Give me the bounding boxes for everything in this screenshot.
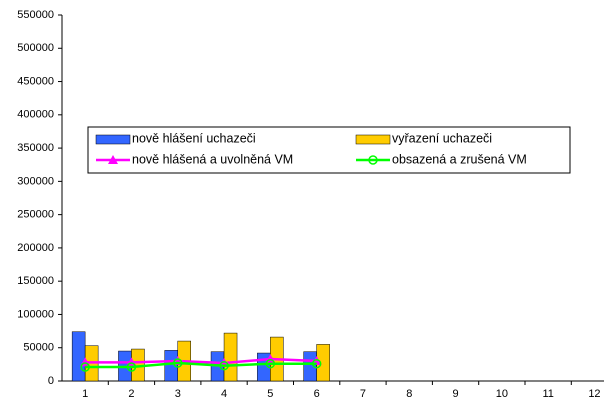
marker <box>368 155 378 165</box>
y-tick-label: 400000 <box>17 109 54 121</box>
marker <box>126 362 137 372</box>
x-tick-label: 10 <box>496 388 508 400</box>
line <box>85 361 317 369</box>
x-tick-label: 5 <box>267 388 273 400</box>
x-tick-label: 6 <box>314 388 320 400</box>
y-tick-label: 350000 <box>17 142 54 154</box>
marker <box>265 358 276 369</box>
y-tick-label: 0 <box>48 375 54 387</box>
legend-label: obsazená a zrušená VM <box>392 152 527 166</box>
legend-swatch <box>355 134 391 145</box>
marker <box>80 362 90 372</box>
y-tick-label: 550000 <box>17 9 54 21</box>
bar <box>71 331 86 382</box>
y-tick-label: 250000 <box>17 209 54 221</box>
legend-swatch <box>95 134 131 145</box>
x-tick-label: 3 <box>175 388 181 400</box>
y-tick-label: 450000 <box>17 75 54 87</box>
marker <box>311 358 322 369</box>
x-tick-label: 4 <box>221 388 227 400</box>
x-tick-label: 8 <box>406 388 412 400</box>
legend-label: nově hlášení uchazeči <box>132 131 256 145</box>
x-tick-label: 9 <box>452 388 458 400</box>
x-tick-label: 11 <box>542 388 553 400</box>
legend-label: nově hlášená a uvolněná VM <box>132 152 293 166</box>
y-tick-label: 100000 <box>17 308 54 320</box>
x-tick-label: 1 <box>82 388 88 400</box>
y-tick-label: 200000 <box>17 242 54 254</box>
x-tick-label: 12 <box>588 388 600 400</box>
x-tick-label: 2 <box>128 388 134 400</box>
bar <box>223 332 238 382</box>
y-tick-label: 50000 <box>23 342 54 354</box>
marker <box>108 155 118 164</box>
y-tick-label: 150000 <box>17 275 54 287</box>
legend: nově hlášení uchazeči vyřazení uchazeči no… <box>87 126 571 174</box>
marker <box>173 358 183 368</box>
y-tick-label: 500000 <box>17 42 54 54</box>
x-tick-label: 7 <box>360 388 366 400</box>
y-tick-label: 300000 <box>17 175 54 187</box>
marker <box>219 360 229 371</box>
legend-box <box>87 126 571 174</box>
line <box>85 357 317 365</box>
legend-label: vyřazení uchazeči <box>392 131 492 145</box>
